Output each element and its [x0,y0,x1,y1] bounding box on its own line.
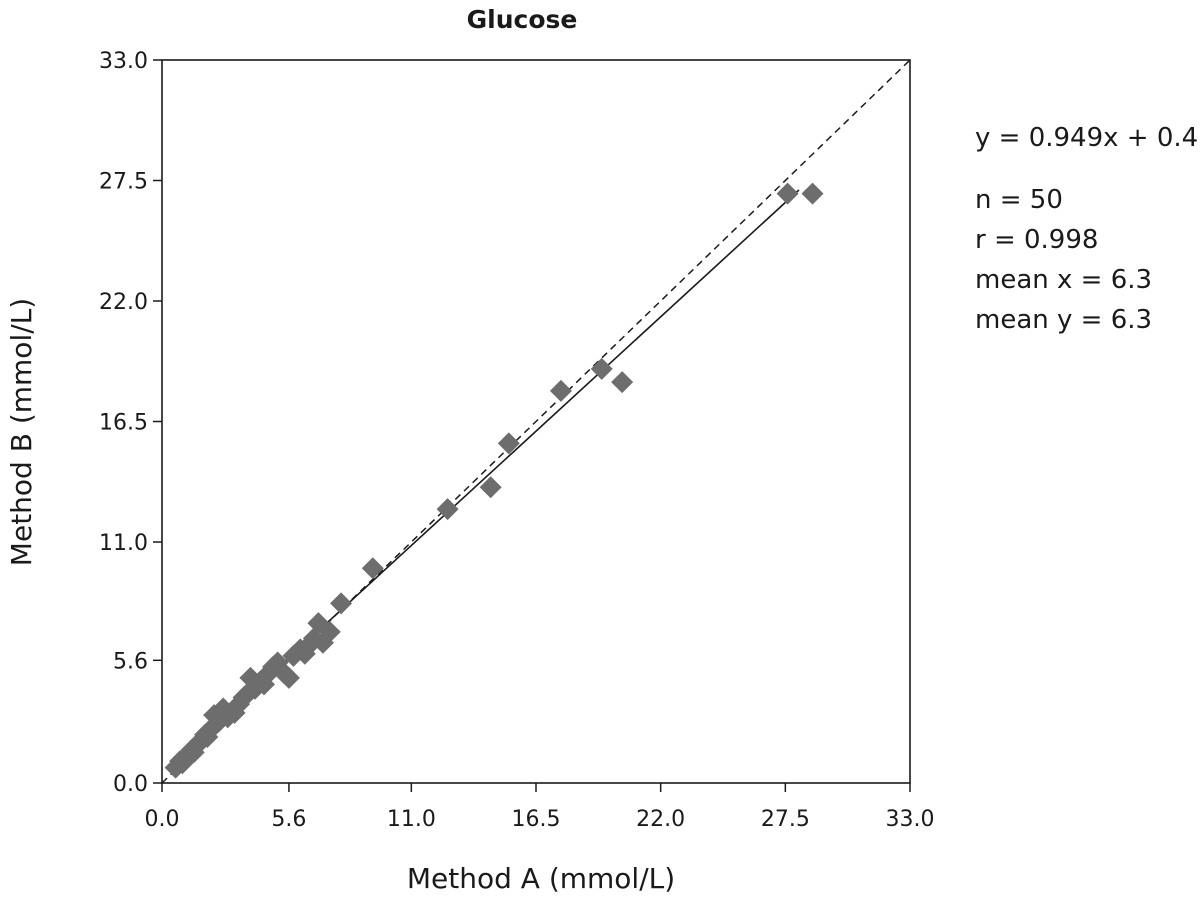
x-tick-label: 11.0 [387,807,436,832]
y-tick-label: 22.0 [99,290,148,315]
data-point [497,432,520,455]
y-tick-label: 33.0 [99,49,148,74]
y-tick-label: 5.6 [113,649,148,674]
regression-stats-panel: y = 0.949x + 0.4 n = 50 r = 0.998 mean x… [975,118,1198,340]
y-axis-label: Method B (mmol/L) [5,298,38,566]
sample-count: n = 50 [975,185,1063,215]
data-point [318,620,341,643]
data-point [611,371,634,394]
mean-y: mean y = 6.3 [975,305,1153,335]
data-point [277,666,300,689]
x-tick-label: 27.5 [761,807,810,832]
data-point [330,592,353,615]
y-tick-label: 27.5 [99,170,148,195]
x-tick-label: 22.0 [636,807,685,832]
data-point [549,379,572,402]
x-axis-label: Method A (mmol/L) [407,862,675,895]
x-tick-label: 16.5 [512,807,561,832]
x-tick-label: 33.0 [886,807,935,832]
regression-equation: y = 0.949x + 0.4 [975,123,1199,153]
data-point [253,673,275,696]
stats-spacer [975,158,1198,180]
data-point [361,557,384,580]
data-point [801,182,824,205]
x-tick-label: 5.6 [271,807,306,832]
mean-x: mean x = 6.3 [975,265,1153,295]
data-point [436,498,459,521]
data-point [776,182,799,205]
y-tick-label: 16.5 [99,411,148,436]
data-point [479,476,502,499]
data-point [590,357,613,380]
y-tick-label: 0.0 [113,772,148,797]
chart-title: Glucose [467,5,578,34]
y-tick-label: 11.0 [99,531,148,556]
correlation-coefficient: r = 0.998 [975,225,1099,255]
x-tick-label: 0.0 [145,807,180,832]
